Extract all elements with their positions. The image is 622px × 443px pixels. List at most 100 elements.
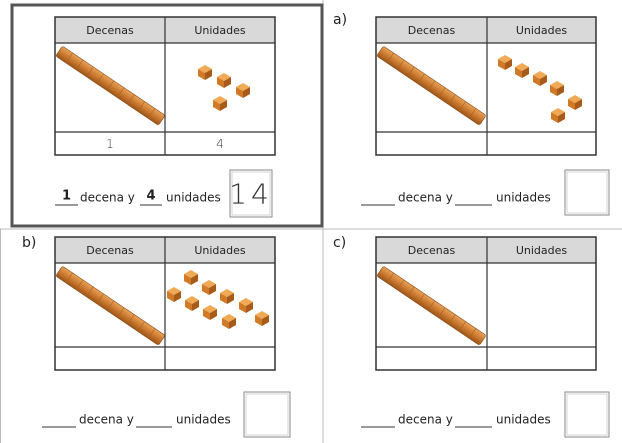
cube-left [222,318,229,329]
rod-segment [427,300,436,311]
column-header: Unidades [516,244,568,257]
cube-left [550,85,557,96]
cube-left [255,315,262,326]
unit-cube [568,95,582,110]
unit-cube [551,108,565,123]
unit-cube [222,314,236,329]
unit-cube [550,81,564,96]
unit-cube [198,65,212,80]
cube-left [236,87,243,98]
rod-segment [407,66,415,77]
cube-right [246,302,253,313]
cube-left [239,302,246,313]
unit-cube [185,296,199,311]
sentence-text: decena y [398,191,453,205]
rod-segment [407,286,415,297]
rod-segment [106,300,115,311]
rod-segment [396,59,405,71]
cube-right [205,69,212,80]
sentence-text: decena y [80,191,135,205]
rod-segment [65,272,73,284]
cube-left [213,100,220,111]
rod-segment [147,328,156,339]
cube-right [229,318,236,329]
rod-segment [86,66,94,77]
answer-box [564,169,610,216]
unit-cube [167,287,181,302]
rod-segment [468,108,477,119]
sentence-text: unidades [496,191,551,205]
rod-segment [448,94,456,105]
rod-segment [396,279,405,291]
rod-segment [137,101,145,112]
cube-right [243,87,250,98]
sentence-text: unidades [166,191,221,205]
column-header: Unidades [194,244,246,257]
cube-left [568,99,575,110]
rod-segment [147,108,156,119]
answer-box-inner [231,171,271,216]
answer-cell: 1 [106,137,114,151]
rod-segment [386,272,394,284]
unit-cube [203,305,217,320]
column-header: Decenas [408,24,456,37]
cube-left [198,69,205,80]
rod-segment [106,80,115,91]
answer-box-inner [566,393,608,436]
cube-right [227,293,234,304]
answer-cell: 4 [216,137,224,151]
rod-segment [468,328,477,339]
unit-cube [239,298,253,313]
unit-cube [236,83,250,98]
cube-left [551,112,558,123]
rod-segment [96,293,104,304]
rod-segment [137,321,145,332]
unit-cube [220,289,234,304]
table-header-bg [376,237,596,263]
rod-segment [417,293,425,304]
cube-right [210,309,217,320]
panel-label: b) [22,235,36,251]
rod-segment [65,52,73,64]
rod-segment [127,94,135,105]
unit-cube [515,63,529,78]
cube-right [262,315,269,326]
rod-segment [427,80,436,91]
ten-rod [56,266,165,345]
column-header: Decenas [86,244,134,257]
rod-segment [75,279,84,291]
cube-right [557,85,564,96]
table-header-bg [376,17,596,43]
cube-right [209,284,216,295]
column-header: Decenas [408,244,456,257]
unit-cube [498,55,512,70]
unit-cube [255,311,269,326]
cube-left [533,75,540,86]
cube-right [224,77,231,88]
cube-right [192,300,199,311]
example-frame [10,3,324,228]
cube-left [185,300,192,311]
cube-left [498,59,505,70]
cube-right [220,100,227,111]
answer-box-inner [566,171,608,214]
unit-cube [217,73,231,88]
cube-left [167,291,174,302]
cube-right [575,99,582,110]
sentence-text: decena y [79,413,134,427]
answer-blank-fill: 4 [146,189,155,204]
table-frame [375,236,597,371]
answer-total: 14 [229,178,273,211]
sentence-text: decena y [398,413,453,427]
ten-rod [377,46,486,125]
rod-segment [458,101,466,112]
cube-right [540,75,547,86]
rod-segment [438,307,446,318]
unit-cube [533,71,547,86]
rod-segment [75,59,84,71]
column-header: Unidades [194,24,246,37]
unit-cube [202,280,216,295]
cube-left [202,284,209,295]
